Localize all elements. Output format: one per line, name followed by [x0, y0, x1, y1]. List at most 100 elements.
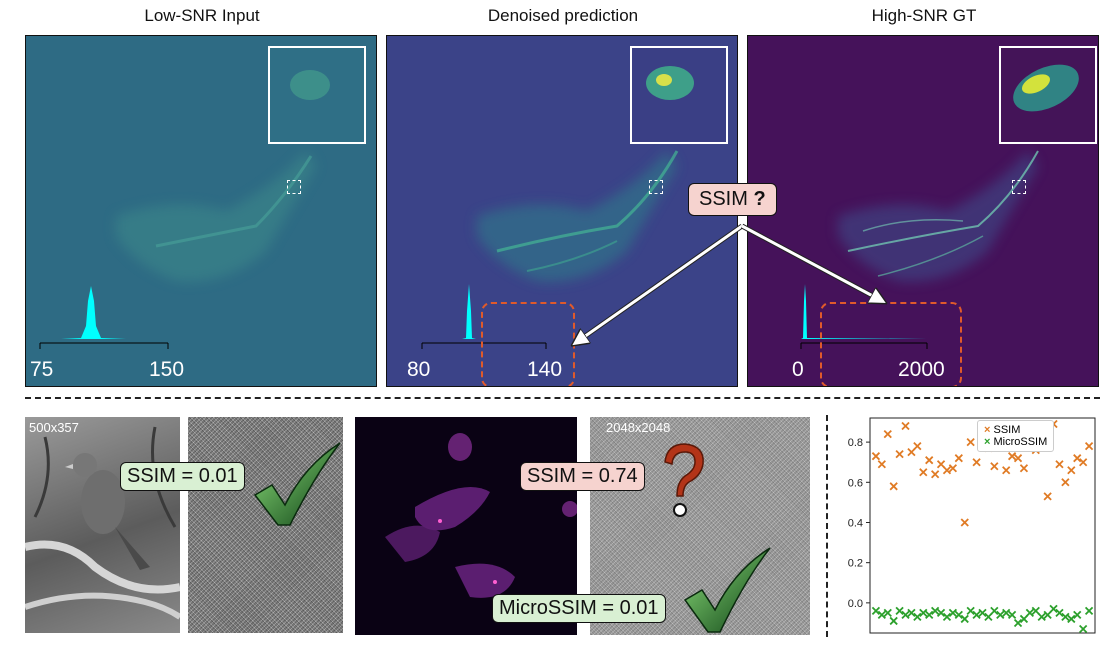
y-tick-label: 0.4	[848, 517, 863, 529]
panel-title-prediction: Denoised prediction	[487, 6, 639, 25]
zoom-inset	[268, 46, 366, 144]
chart-legend: × SSIM × MicroSSIM	[977, 420, 1055, 452]
ssim-point	[954, 454, 963, 463]
cells-drawing	[385, 433, 577, 598]
ssim-point	[895, 450, 904, 459]
axis-tick-min: 0	[792, 358, 804, 381]
ssim-scatter-chart: 0.8 0.6 0.4 0.2 0.0 × SSIM × MicroSSIM	[832, 410, 1102, 640]
axis-tick-max: 140	[527, 358, 563, 381]
microssim-point	[954, 610, 963, 620]
ssim-question-callout: SSIM ?	[688, 183, 777, 216]
zoom-inset	[630, 46, 728, 144]
microssim-point	[966, 606, 975, 616]
microssim-point	[1013, 618, 1023, 628]
ssim-point	[919, 468, 928, 477]
high-snr-gt-image: 0 2000	[747, 35, 1099, 387]
microssim-point	[936, 608, 946, 618]
histogram	[39, 286, 169, 349]
microssim-point	[919, 608, 928, 618]
y-tick-label: 0.8	[848, 437, 863, 449]
callout-text: SSIM	[699, 188, 748, 210]
microssim-point	[948, 608, 958, 618]
microssim-point	[990, 606, 999, 616]
ssim-label-example2: SSIM = 0.74	[520, 462, 645, 491]
microssim-point	[889, 616, 898, 626]
microssim-point	[895, 606, 904, 616]
microssim-point	[1049, 604, 1058, 614]
ssim-point	[936, 460, 946, 469]
microssim-point	[978, 608, 987, 618]
microssim-point	[1043, 610, 1052, 620]
ssim-point	[877, 460, 886, 469]
legend-ssim: SSIM	[993, 424, 1021, 436]
ssim-point	[1013, 454, 1023, 463]
microssim-point	[942, 612, 952, 622]
microssim-point	[930, 606, 940, 616]
y-tick-label: 0.6	[848, 477, 863, 489]
ssim-point	[1055, 460, 1064, 469]
zoom-inset	[999, 46, 1097, 144]
microssim-point	[1055, 608, 1064, 618]
question-icon	[664, 443, 704, 517]
check-icon	[683, 547, 771, 633]
ssim-point	[871, 452, 881, 461]
horizontal-divider	[25, 397, 1100, 399]
microssim-point	[984, 612, 993, 622]
panel-title-input: Low-SNR Input	[144, 6, 260, 25]
ssim-point	[972, 458, 981, 467]
cell-structure	[838, 150, 1039, 282]
microssim-point	[877, 610, 886, 620]
microssim-point	[1007, 610, 1017, 620]
ssim-point	[889, 482, 898, 491]
ssim-point	[1067, 466, 1076, 475]
ssim-point	[948, 464, 958, 473]
roi-box	[1012, 180, 1026, 194]
plot-frame	[869, 417, 1096, 634]
bird-image	[25, 417, 180, 633]
cell-structure	[477, 150, 679, 282]
axis-tick-max: 150	[149, 358, 185, 381]
microssim-point	[1031, 606, 1040, 616]
ssim-point	[1002, 466, 1011, 475]
microssim-point	[996, 610, 1005, 620]
microssim-point	[1061, 612, 1070, 622]
ssim-point	[907, 448, 916, 457]
ssim-label-example1: SSIM = 0.01	[120, 462, 245, 491]
ssim-point	[1007, 452, 1017, 461]
ssim-point	[913, 441, 922, 451]
scatter-plot: 0.8 0.6 0.4 0.2 0.0	[848, 417, 1096, 634]
histogram	[421, 284, 547, 349]
ssim-point	[1061, 478, 1070, 487]
callout-mark: ?	[753, 188, 766, 210]
ssim-point	[990, 462, 999, 471]
microssim-point	[871, 606, 881, 616]
ssim-point	[925, 456, 934, 465]
microssim-point	[1084, 606, 1094, 616]
histogram	[800, 284, 928, 349]
check-icon	[253, 442, 341, 526]
image-dimensions: 2048x2048	[606, 420, 671, 435]
microssim-point	[913, 612, 922, 622]
microssim-point	[907, 608, 916, 618]
microssim-point	[1067, 614, 1076, 624]
microssim-label: MicroSSIM = 0.01	[492, 594, 666, 623]
microssim-point	[972, 610, 981, 620]
microssim-point	[1002, 608, 1011, 618]
ssim-point	[1079, 458, 1088, 467]
ssim-point	[930, 470, 940, 479]
legend-microssim: MicroSSIM	[993, 436, 1048, 448]
ssim-point	[1084, 441, 1094, 451]
microssim-point	[925, 610, 934, 620]
microssim-point	[883, 608, 892, 618]
microssim-point	[1025, 608, 1035, 618]
axis-tick-min: 80	[407, 358, 431, 381]
roi-box	[649, 180, 663, 194]
microssim-point	[1079, 624, 1088, 634]
microssim-point	[901, 610, 910, 620]
bird-drawing	[25, 426, 180, 620]
ssim-point	[1043, 492, 1052, 501]
axis-tick-min: 75	[30, 358, 54, 381]
y-tick-label: 0.0	[848, 598, 863, 610]
ssim-point	[901, 421, 910, 431]
noise-image	[188, 417, 343, 633]
